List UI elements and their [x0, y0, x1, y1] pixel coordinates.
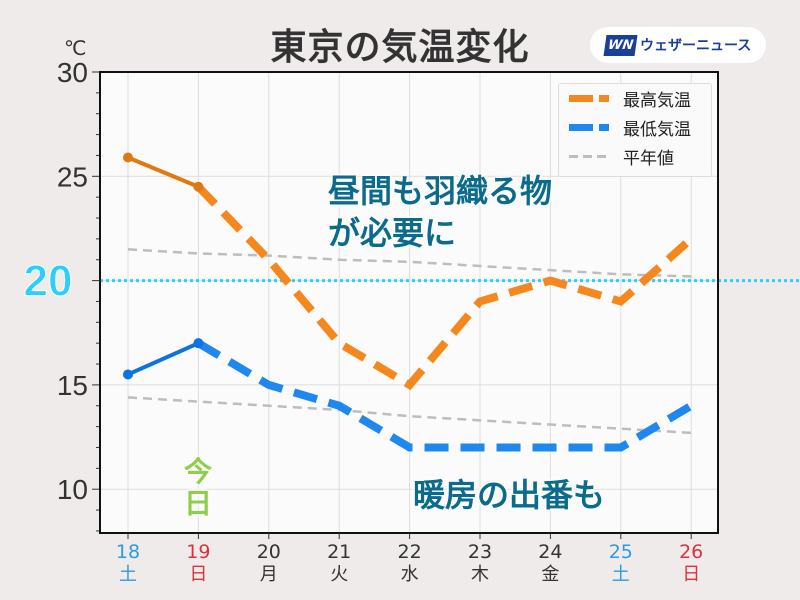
legend: 最高気温 最低気温 平年値	[558, 83, 712, 177]
x-tick-label-weekday: 日	[189, 564, 207, 585]
legend-label: 最低気温	[623, 120, 691, 140]
y-tick-label: 15	[57, 370, 88, 401]
x-tick-label-date: 18	[116, 541, 140, 563]
high-forecast-line	[195, 183, 694, 391]
legend-item-low: 最低気温	[559, 113, 711, 142]
low-observed-point	[193, 338, 204, 349]
annotation-top-line1: 昼間も羽織る物	[328, 172, 553, 210]
y-tick-label: 10	[57, 474, 88, 505]
logo-text: ウェザーニュース	[639, 38, 752, 54]
normal-temperature-line	[127, 248, 692, 278]
annotation-top: 昼間も羽織る物 が必要に	[328, 170, 552, 254]
x-tick-label-date: 22	[398, 541, 422, 563]
x-tick-label-weekday: 土	[612, 564, 630, 585]
x-tick-label-weekday: 金	[541, 564, 559, 585]
x-tick-label-weekday: 月	[260, 564, 278, 585]
chart-title: 東京の気温変化	[270, 27, 530, 68]
x-tick-label-weekday: 木	[471, 564, 489, 585]
x-tick-label-weekday: 日	[682, 564, 700, 585]
y-tick-label: 20	[24, 257, 73, 306]
y-tick-label: 30	[57, 57, 88, 88]
x-tick-label-weekday: 水	[401, 564, 419, 585]
today-label: 今日	[183, 455, 212, 520]
normal-temperature-line	[127, 396, 692, 435]
x-tick-label-date: 19	[186, 541, 210, 563]
y-tick-label: 25	[57, 161, 88, 192]
annotation-bottom: 暖房の出番も	[413, 476, 606, 514]
x-tick-label-weekday: 火	[330, 564, 348, 585]
low-observed-point	[123, 369, 133, 380]
x-tick-label-date: 26	[679, 541, 703, 563]
high-observed-point	[123, 152, 133, 163]
weathernews-logo: WN ウェザーニュース	[590, 27, 766, 63]
legend-label: 平年値	[623, 149, 674, 169]
x-tick-label-weekday: 土	[119, 564, 137, 585]
legend-swatch-high	[569, 95, 609, 102]
high-observed-point	[193, 181, 204, 192]
x-tick-label-date: 23	[468, 541, 492, 563]
x-tick-label-date: 25	[609, 541, 633, 563]
legend-swatch-normal	[569, 155, 609, 158]
x-tick-label-date: 20	[257, 541, 281, 563]
logo-mark: WN	[603, 34, 638, 56]
legend-item-normal: 平年値	[559, 142, 711, 171]
low-observed-line	[127, 341, 200, 377]
x-tick-label-date: 24	[538, 541, 562, 563]
annotation-top-line2: が必要に	[328, 214, 457, 252]
high-observed-line	[127, 155, 200, 189]
plot-frame	[99, 71, 719, 534]
legend-swatch-low	[569, 124, 609, 131]
legend-label: 最高気温	[623, 91, 691, 111]
legend-item-high: 最高気温	[559, 84, 711, 113]
low-forecast-line	[196, 339, 694, 452]
y-axis-unit: ℃	[64, 36, 87, 60]
x-tick-label-date: 21	[327, 541, 351, 563]
